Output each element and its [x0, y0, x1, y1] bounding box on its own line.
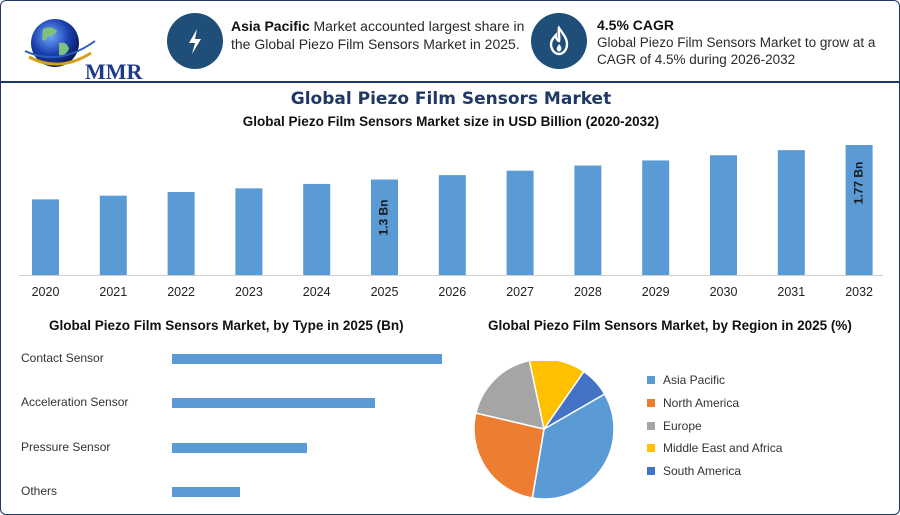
bar-2026: [438, 175, 466, 275]
x-tick-label: 2027: [506, 285, 534, 299]
chart-subtitle: Global Piezo Film Sensors Market size in…: [242, 114, 660, 129]
x-tick-label: 2024: [303, 285, 331, 299]
flame-icon: [531, 13, 587, 69]
bar-2030: [710, 155, 737, 275]
highlight-region-bold: Asia Pacific: [231, 18, 310, 34]
bar-2029: [642, 160, 670, 275]
bar-2023: [235, 188, 263, 275]
bar-2025: [371, 179, 398, 275]
x-tick-label: 2031: [777, 285, 805, 299]
highlight-region-text: Market accounted largest share in the Gl…: [231, 18, 525, 52]
bar-2020: [32, 199, 59, 275]
legend-label: Europe: [663, 419, 702, 433]
x-tick-label: 2029: [642, 285, 670, 299]
bar-2024: [303, 183, 331, 275]
bar-2021: [99, 195, 127, 275]
highlight-cagr-text: Global Piezo Film Sensors Market to grow…: [597, 35, 876, 67]
pie-slice: [543, 370, 606, 430]
legend-label: North America: [663, 396, 740, 410]
type-label: Pressure Sensor: [21, 440, 111, 454]
lightning-icon: [167, 13, 223, 69]
legend-item: Europe: [647, 419, 702, 433]
x-tick-label: 2021: [99, 285, 127, 299]
type-chart-title: Global Piezo Film Sensors Market, by Typ…: [49, 318, 404, 333]
chart-title: Global Piezo Film Sensors Market: [290, 89, 612, 109]
x-tick-label: 2020: [32, 285, 60, 299]
x-tick-label: 2030: [710, 285, 738, 299]
x-tick-label: 2026: [438, 285, 466, 299]
type-bar: [172, 443, 307, 453]
x-tick-label: 2022: [167, 285, 195, 299]
mmr-logo: MMR: [15, 11, 142, 84]
bar-2031: [777, 150, 805, 275]
highlight-region: Asia Pacific Market accounted largest sh…: [231, 17, 526, 53]
pie-slice: [528, 361, 585, 431]
x-tick-label: 2032: [845, 285, 873, 299]
pie-slice: [531, 392, 615, 500]
x-tick-label: 2023: [235, 285, 263, 299]
legend-label: South America: [663, 464, 742, 478]
bar-2027: [506, 170, 534, 275]
type-bar: [172, 487, 240, 497]
logo-text: MMR: [85, 59, 143, 84]
bar-data-label: 1.77 Bn: [851, 162, 865, 205]
type-label: Acceleration Sensor: [21, 395, 129, 409]
type-bar: [172, 354, 442, 364]
legend-item: Middle East and Africa: [647, 441, 782, 455]
region-pie-chart: [473, 361, 615, 500]
legend-swatch: [647, 467, 655, 475]
bar-2022: [167, 192, 195, 275]
legend-swatch: [647, 444, 655, 452]
type-label: Contact Sensor: [21, 351, 104, 365]
bar-data-label: 1.3 Bn: [377, 200, 391, 236]
bar-2032: [845, 145, 873, 275]
header-divider: [1, 81, 899, 83]
legend-item: South America: [647, 464, 741, 478]
bar-2028: [574, 165, 602, 275]
market-size-bar-chart: 2020 2021 2022 2023 2024 2025 1.3 Bn 2026 2027 20…: [19, 145, 883, 299]
legend-item: Asia Pacific: [647, 373, 725, 387]
pie-slice: [473, 412, 545, 499]
highlight-cagr-bold: 4.5% CAGR: [597, 17, 675, 33]
type-bar: [172, 398, 375, 408]
legend-swatch: [647, 376, 655, 384]
legend-label: Middle East and Africa: [663, 441, 783, 455]
legend-swatch: [647, 399, 655, 407]
type-label: Others: [21, 484, 58, 498]
region-chart-title: Global Piezo Film Sensors Market, by Reg…: [488, 318, 852, 333]
legend-item: North America: [647, 396, 739, 410]
x-tick-label: 2028: [574, 285, 602, 299]
legend-swatch: [647, 422, 655, 430]
pie-slice: [474, 361, 545, 431]
highlight-cagr: 4.5% CAGR Global Piezo Film Sensors Mark…: [597, 16, 887, 68]
legend-label: Asia Pacific: [663, 373, 726, 387]
x-tick-label: 2025: [371, 285, 399, 299]
globe-icon: [24, 19, 96, 67]
